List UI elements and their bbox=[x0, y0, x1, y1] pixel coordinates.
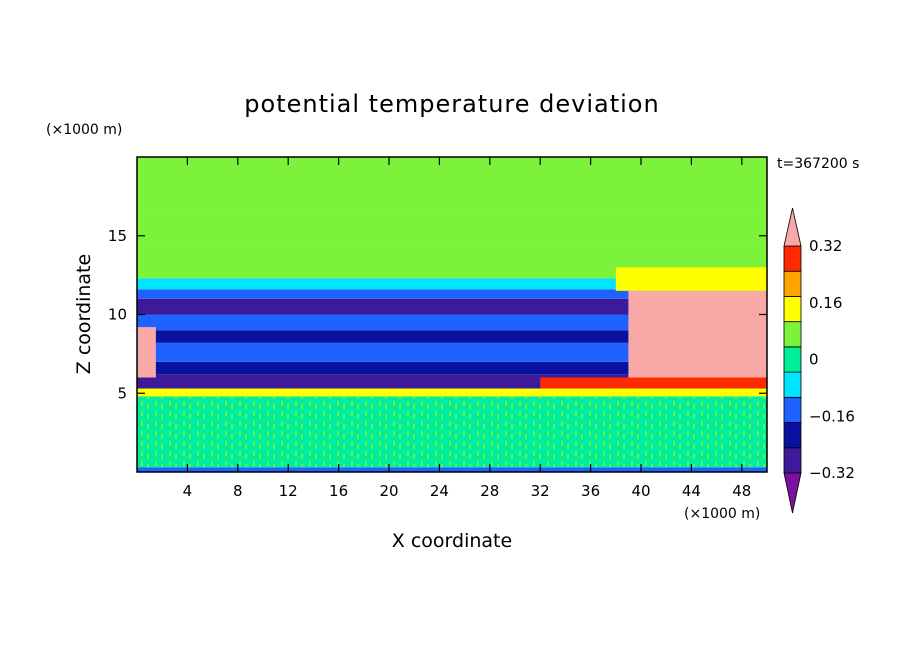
x-tick-label: 32 bbox=[531, 482, 550, 500]
contour-band-5 bbox=[137, 342, 767, 362]
contour-patch-2 bbox=[137, 327, 156, 378]
x-tick-label: 24 bbox=[430, 482, 449, 500]
contour-band-6 bbox=[137, 330, 767, 343]
y-tick-label: 15 bbox=[108, 227, 127, 245]
colorbar-segment bbox=[783, 371, 802, 398]
x-tick-label: 20 bbox=[379, 482, 398, 500]
x-tick-label: 44 bbox=[682, 482, 701, 500]
colorbar-segment bbox=[783, 346, 802, 373]
colorbar-extend-low bbox=[783, 472, 802, 514]
contour-band-12 bbox=[137, 212, 767, 244]
y-axis-label: Z coordinate bbox=[73, 254, 95, 374]
colorbar-tick-label: 0.16 bbox=[809, 294, 842, 312]
colorbar bbox=[783, 207, 802, 514]
colorbar-segment bbox=[783, 396, 802, 423]
contour-patch-0 bbox=[628, 290, 767, 378]
x-tick-label: 40 bbox=[631, 482, 650, 500]
colorbar-ticks: 0.32 0.16 0 −0.16 −0.32 bbox=[809, 237, 855, 482]
x-axis-label: X coordinate bbox=[392, 530, 512, 552]
x-tick-label: 28 bbox=[480, 482, 499, 500]
contour-band-0 bbox=[137, 467, 767, 472]
chart-title: potential temperature deviation bbox=[244, 90, 659, 118]
x-tick-label: 4 bbox=[183, 482, 193, 500]
y-tick-label: 10 bbox=[108, 306, 127, 324]
contour-band-2 bbox=[137, 388, 767, 397]
x-units-label: (×1000 m) bbox=[684, 506, 760, 522]
colorbar-segment bbox=[783, 447, 802, 474]
contour-patches bbox=[137, 267, 767, 389]
colorbar-segment bbox=[783, 296, 802, 323]
contour-band-10 bbox=[137, 278, 767, 290]
colorbar-segment bbox=[783, 245, 802, 272]
contour-patch-1 bbox=[540, 377, 767, 389]
x-tick-label: 36 bbox=[581, 482, 600, 500]
colorbar-segment bbox=[783, 422, 802, 449]
colorbar-tick-label: −0.32 bbox=[809, 464, 855, 482]
x-tick-label: 12 bbox=[279, 482, 298, 500]
colorbar-tick-label: −0.16 bbox=[809, 407, 855, 425]
colorbar-extend-high bbox=[783, 207, 802, 247]
colorbar-tick-label: 0 bbox=[809, 351, 819, 369]
contour-band-8 bbox=[137, 298, 767, 315]
x-tick-label: 8 bbox=[233, 482, 243, 500]
y-axis-ticks: 5 10 15 bbox=[108, 227, 767, 402]
contour-band-13 bbox=[137, 157, 767, 213]
y-tick-label: 5 bbox=[117, 384, 127, 402]
surface-layer-texture bbox=[137, 396, 767, 468]
contour-band-7 bbox=[137, 314, 767, 331]
y-units-label: (×1000 m) bbox=[46, 122, 122, 138]
colorbar-segment bbox=[783, 270, 802, 297]
colorbar-tick-label: 0.32 bbox=[809, 237, 842, 255]
time-label: t=367200 s bbox=[777, 156, 859, 172]
x-axis-ticks: 4 8 12 16 20 24 28 32 36 40 44 48 bbox=[183, 157, 751, 500]
x-tick-label: 48 bbox=[732, 482, 751, 500]
contour-band-4 bbox=[137, 361, 767, 375]
contour-band-9 bbox=[137, 289, 767, 299]
contour-patch-3 bbox=[615, 267, 767, 291]
x-tick-label: 16 bbox=[329, 482, 348, 500]
contour-plot-area bbox=[137, 157, 767, 472]
colorbar-segment bbox=[783, 321, 802, 348]
